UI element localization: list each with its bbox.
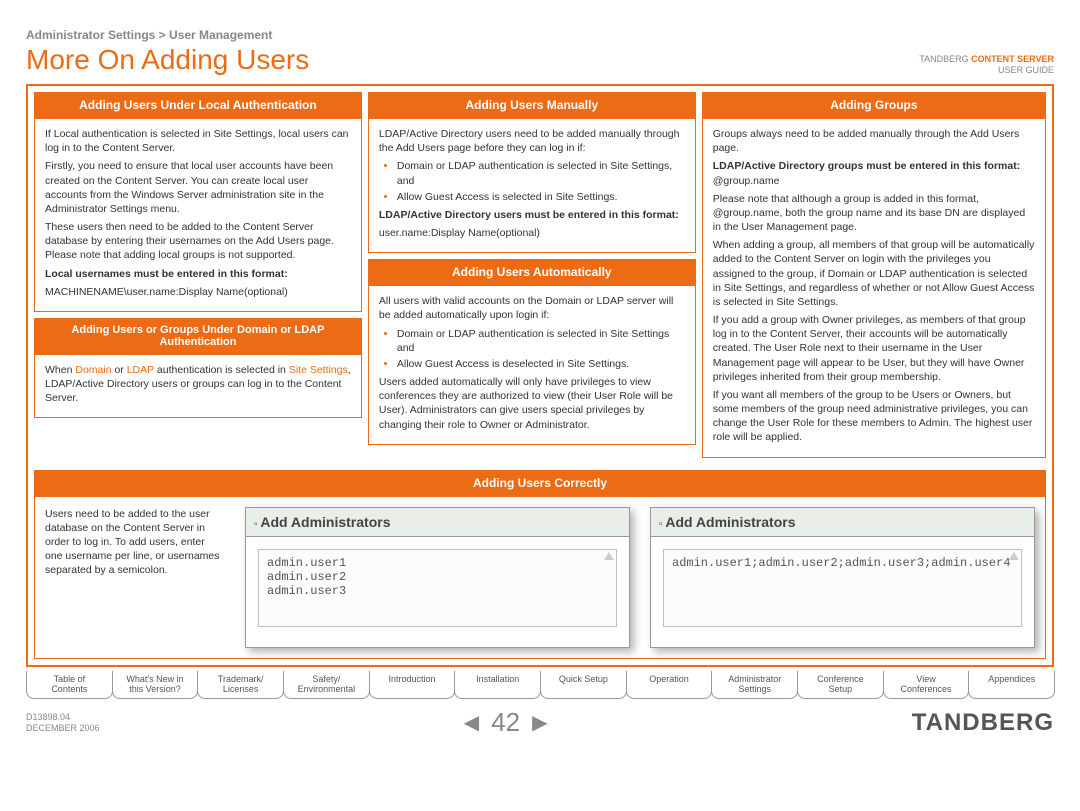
nav-tab[interactable]: What's New inthis Version?	[112, 671, 199, 700]
nav-tab[interactable]: Safety/Environmental	[283, 671, 370, 700]
footer-docinfo: D13898.04DECEMBER 2006	[26, 712, 100, 734]
body-domain-ldap: When Domain or LDAP authentication is se…	[34, 354, 362, 419]
text: When adding a group, all members of that…	[713, 238, 1035, 309]
brand-accent: CONTENT SERVER	[971, 54, 1054, 64]
body-groups: Groups always need to be added manually …	[702, 118, 1046, 458]
text: If Local authentication is selected in S…	[45, 127, 351, 155]
link-site-settings[interactable]: Site Settings	[289, 364, 348, 376]
main-frame: Adding Users Under Local Authentication …	[26, 84, 1054, 667]
pager: ◀ 42 ▶	[464, 707, 548, 738]
column-groups: Adding Groups Groups always need to be a…	[702, 92, 1046, 464]
prev-arrow-icon[interactable]: ◀	[464, 710, 479, 735]
text: MACHINENAME\user.name:Display Name(optio…	[45, 285, 351, 299]
list-item: Allow Guest Access is deselected in Site…	[397, 357, 685, 371]
body-auto: All users with valid accounts on the Dom…	[368, 285, 696, 445]
list-item: Domain or LDAP authentication is selecte…	[397, 327, 685, 355]
screenshot-title: Add Administrators	[246, 508, 629, 537]
text: If you want all members of the group to …	[713, 388, 1035, 445]
footer-logo: TANDBERG	[912, 709, 1054, 737]
text: Users added automatically will only have…	[379, 375, 685, 432]
hdr-manual: Adding Users Manually	[368, 92, 696, 118]
link-domain[interactable]: Domain	[75, 364, 111, 376]
hdr-groups: Adding Groups	[702, 92, 1046, 118]
text: user.name:Display Name(optional)	[379, 226, 685, 240]
nav-tab[interactable]: ConferenceSetup	[797, 671, 884, 700]
column-local-auth: Adding Users Under Local Authentication …	[34, 92, 362, 464]
next-arrow-icon[interactable]: ▶	[532, 710, 547, 735]
textarea-example: admin.user1 admin.user2 admin.user3	[258, 549, 617, 627]
text-bold: Local usernames must be entered in this …	[45, 267, 351, 281]
hdr-domain-ldap: Adding Users or Groups Under Domain or L…	[34, 318, 362, 354]
text-bold: LDAP/Active Directory users must be ente…	[379, 208, 685, 222]
nav-tab[interactable]: Introduction	[369, 671, 456, 700]
breadcrumb: Administrator Settings > User Management	[26, 28, 1054, 42]
page-number: 42	[491, 707, 520, 738]
nav-tab[interactable]: Appendices	[968, 671, 1055, 700]
brand-block: TANDBERG CONTENT SERVER USER GUIDE	[919, 54, 1054, 76]
nav-tab[interactable]: AdministratorSettings	[711, 671, 798, 700]
nav-tab[interactable]: ViewConferences	[883, 671, 970, 700]
text: Please note that although a group is add…	[713, 192, 1035, 235]
nav-tab[interactable]: Installation	[454, 671, 541, 700]
screenshot-semicolon: Add Administrators admin.user1;admin.use…	[650, 507, 1035, 648]
hdr-auto: Adding Users Automatically	[368, 259, 696, 285]
text: Firstly, you need to ensure that local u…	[45, 159, 351, 216]
text: LDAP/Active Directory groups must be ent…	[713, 159, 1035, 187]
text: LDAP/Active Directory users need to be a…	[379, 127, 685, 155]
text: Users need to be added to the user datab…	[45, 507, 225, 648]
text: When Domain or LDAP authentication is se…	[45, 363, 351, 406]
body-correctly: Users need to be added to the user datab…	[34, 496, 1046, 659]
body-local-auth: If Local authentication is selected in S…	[34, 118, 362, 312]
brand-sub: USER GUIDE	[998, 65, 1054, 75]
nav-tab[interactable]: Quick Setup	[540, 671, 627, 700]
nav-tab[interactable]: Trademark/Licenses	[197, 671, 284, 700]
footer: D13898.04DECEMBER 2006 ◀ 42 ▶ TANDBERG	[0, 699, 1080, 746]
text: Groups always need to be added manually …	[713, 127, 1035, 155]
textarea-example: admin.user1;admin.user2;admin.user3;admi…	[663, 549, 1022, 627]
text: These users then need to be added to the…	[45, 220, 351, 263]
link-ldap[interactable]: LDAP	[127, 364, 154, 376]
list-item: Domain or LDAP authentication is selecte…	[397, 159, 685, 187]
brand-name: TANDBERG	[919, 54, 968, 64]
list-item: Allow Guest Access is selected in Site S…	[397, 190, 685, 204]
hdr-correctly: Adding Users Correctly	[34, 470, 1046, 496]
text: If you add a group with Owner privileges…	[713, 313, 1035, 384]
nav-tab[interactable]: Operation	[626, 671, 713, 700]
nav-tab[interactable]: Table ofContents	[26, 671, 113, 700]
hdr-local-auth: Adding Users Under Local Authentication	[34, 92, 362, 118]
text: All users with valid accounts on the Dom…	[379, 294, 685, 322]
page-title: More On Adding Users	[26, 44, 309, 76]
screenshot-per-line: Add Administrators admin.user1 admin.use…	[245, 507, 630, 648]
screenshot-title: Add Administrators	[651, 508, 1034, 537]
body-manual: LDAP/Active Directory users need to be a…	[368, 118, 696, 253]
column-manual-auto: Adding Users Manually LDAP/Active Direct…	[368, 92, 696, 464]
nav-tabs: Table ofContentsWhat's New inthis Versio…	[26, 671, 1054, 700]
